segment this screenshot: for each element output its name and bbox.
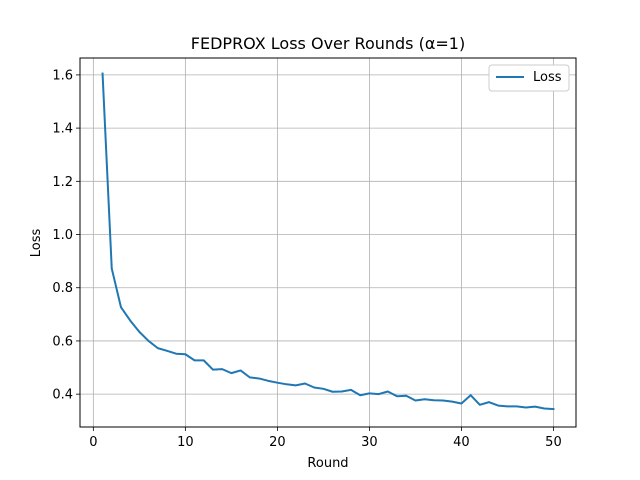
data-point bbox=[239, 369, 242, 372]
data-point bbox=[470, 394, 472, 396]
data-point bbox=[101, 72, 104, 75]
x-axis-ticks: 0 10 20 30 40 50 bbox=[89, 427, 562, 450]
data-point bbox=[203, 359, 205, 361]
data-point bbox=[414, 399, 417, 402]
data-point bbox=[424, 398, 426, 400]
data-point bbox=[184, 353, 186, 355]
x-tick-label: 10 bbox=[177, 435, 194, 450]
data-point bbox=[552, 408, 555, 410]
data-point bbox=[193, 359, 196, 361]
y-tick-label: 0.4 bbox=[52, 388, 73, 403]
data-point bbox=[276, 382, 278, 384]
legend: Loss bbox=[488, 64, 570, 92]
data-point bbox=[368, 392, 371, 394]
data-point bbox=[221, 368, 223, 370]
data-point bbox=[175, 353, 177, 355]
x-axis-label: Round bbox=[307, 456, 348, 471]
data-point bbox=[479, 404, 481, 406]
data-point bbox=[285, 383, 288, 385]
chart-title: FEDPROX Loss Over Rounds (α=1) bbox=[191, 34, 465, 53]
data-point bbox=[129, 319, 131, 322]
data-point bbox=[212, 369, 214, 371]
data-point bbox=[138, 331, 140, 333]
data-point bbox=[378, 393, 380, 395]
x-tick-label: 40 bbox=[453, 435, 470, 450]
data-point bbox=[147, 340, 150, 342]
data-point bbox=[295, 384, 297, 386]
y-axis-ticks: 0.4 0.6 0.8 1.0 1.2 1.4 1.6 bbox=[52, 68, 80, 403]
data-point bbox=[488, 401, 490, 403]
data-point bbox=[249, 376, 251, 378]
y-axis-label: Loss bbox=[29, 229, 44, 258]
legend-box bbox=[488, 64, 570, 92]
data-point bbox=[497, 404, 499, 407]
data-point bbox=[359, 394, 361, 396]
data-point bbox=[350, 389, 352, 391]
data-point bbox=[332, 391, 334, 393]
data-point bbox=[451, 400, 453, 403]
plot-frame bbox=[79, 57, 577, 428]
data-point bbox=[442, 399, 444, 402]
data-point bbox=[460, 402, 463, 405]
data-point bbox=[525, 406, 527, 409]
data-point bbox=[341, 390, 343, 393]
data-point bbox=[534, 406, 536, 408]
data-point bbox=[166, 350, 168, 352]
data-point bbox=[396, 395, 398, 397]
data-point bbox=[258, 377, 260, 380]
data-point bbox=[543, 407, 545, 410]
data-point bbox=[433, 399, 435, 401]
x-tick-label: 50 bbox=[545, 435, 562, 450]
series-line-loss bbox=[101, 72, 555, 411]
data-point bbox=[322, 388, 324, 390]
data-point bbox=[267, 380, 269, 382]
y-tick-label: 0.6 bbox=[52, 334, 73, 349]
legend-label-loss: Loss bbox=[533, 70, 562, 85]
grid bbox=[80, 58, 576, 427]
data-point bbox=[120, 306, 122, 308]
y-tick-label: 1.4 bbox=[52, 122, 73, 137]
data-point bbox=[230, 372, 232, 374]
y-tick-label: 1.0 bbox=[52, 228, 73, 243]
data-point bbox=[387, 390, 389, 393]
y-tick-label: 1.6 bbox=[52, 68, 73, 83]
data-point bbox=[111, 267, 113, 270]
plot-area bbox=[101, 72, 555, 411]
x-tick-label: 20 bbox=[269, 435, 286, 450]
data-point bbox=[516, 405, 518, 407]
x-tick-label: 30 bbox=[361, 435, 378, 450]
y-tick-label: 1.2 bbox=[52, 175, 73, 190]
y-tick-label: 0.8 bbox=[52, 281, 73, 296]
x-tick-label: 0 bbox=[89, 435, 97, 450]
data-point bbox=[304, 382, 306, 385]
data-point bbox=[157, 347, 159, 349]
data-point bbox=[313, 386, 315, 389]
data-point bbox=[506, 405, 509, 407]
data-point bbox=[405, 395, 407, 397]
